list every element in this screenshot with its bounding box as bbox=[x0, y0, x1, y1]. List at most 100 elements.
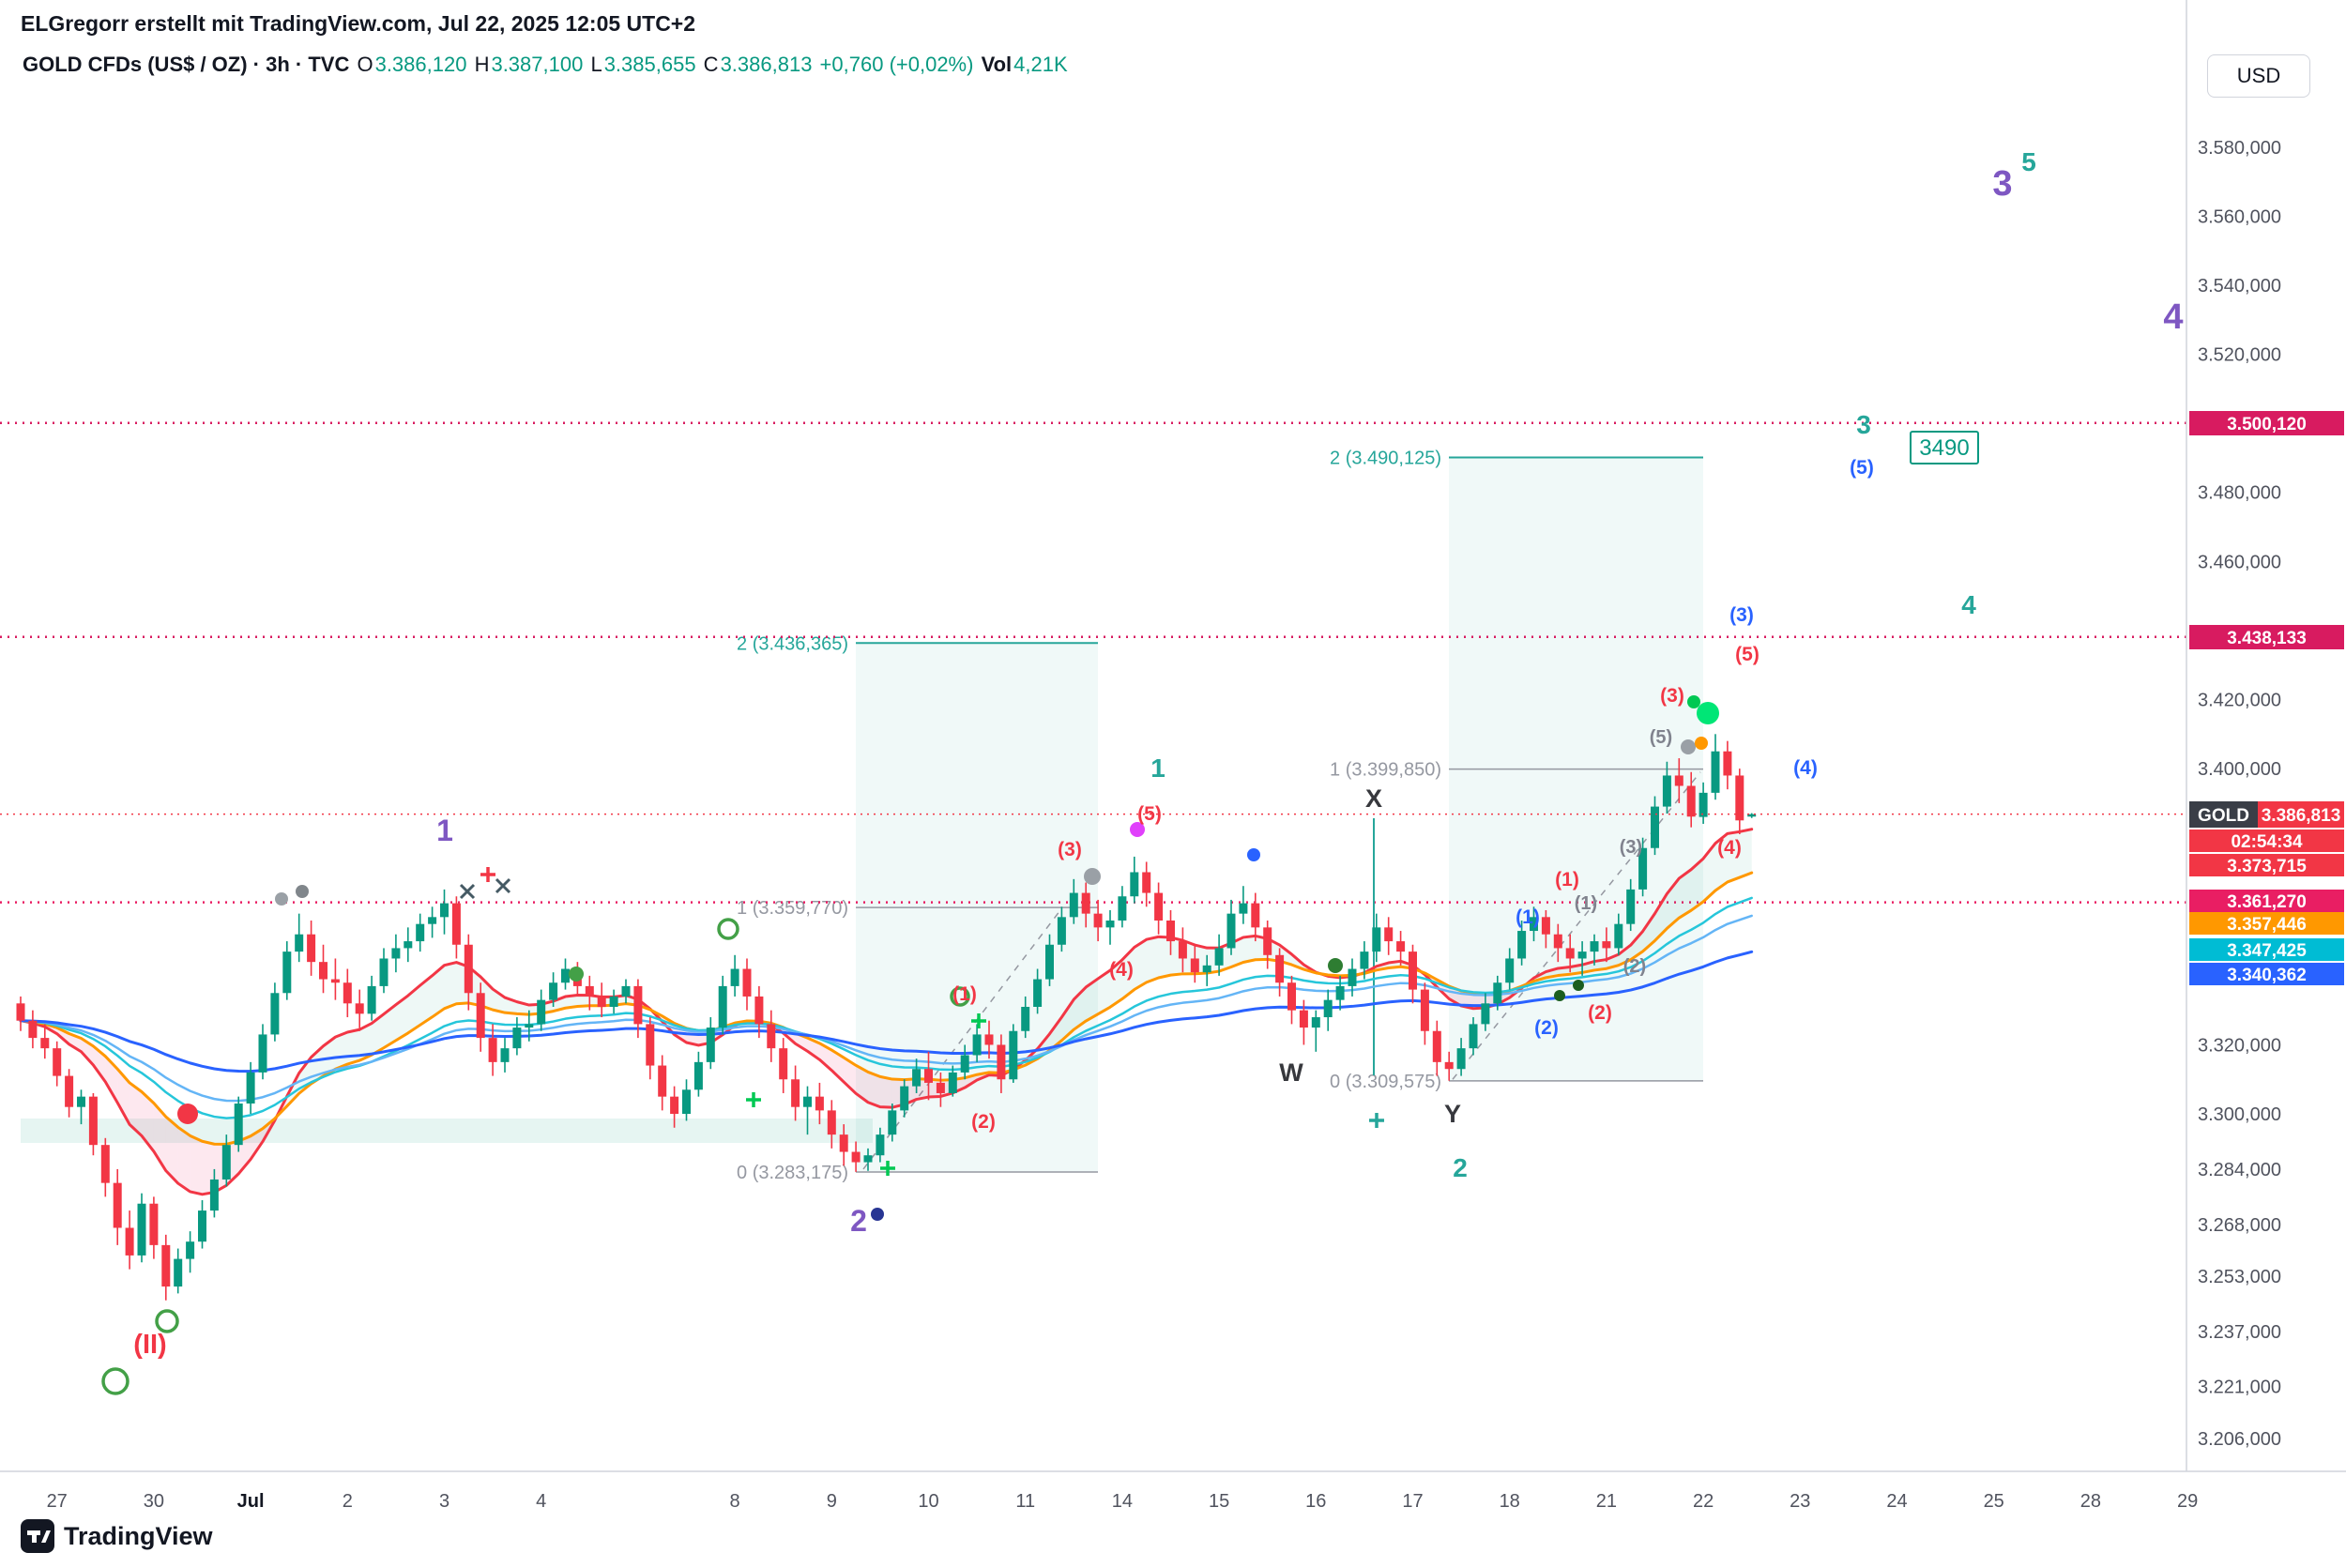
symbol-info-bar[interactable]: GOLD CFDs (US$ / OZ) · 3h · TVC O3.386,1… bbox=[23, 53, 1070, 77]
candle bbox=[1662, 775, 1671, 807]
candle bbox=[682, 1089, 691, 1115]
price-tag bbox=[2258, 801, 2344, 828]
candle bbox=[16, 1003, 25, 1021]
svg-text:3.300,000: 3.300,000 bbox=[2198, 1104, 2281, 1125]
candle bbox=[100, 1145, 110, 1183]
candle bbox=[1590, 941, 1599, 952]
candle bbox=[900, 1086, 909, 1111]
candle bbox=[1190, 958, 1199, 973]
candle bbox=[1239, 903, 1248, 914]
svg-text:X: X bbox=[1365, 784, 1382, 813]
svg-text:3.420,000: 3.420,000 bbox=[2198, 691, 2281, 711]
tradingview-watermark[interactable]: TradingView bbox=[21, 1519, 213, 1553]
svg-text:(5): (5) bbox=[1735, 644, 1760, 665]
svg-text:3.480,000: 3.480,000 bbox=[2198, 483, 2281, 504]
price-scale[interactable]: 3.580,000 3.560,000 3.540,000 3.520,000 3.48… bbox=[2198, 138, 2281, 1450]
support-zone-band bbox=[21, 1119, 873, 1143]
candle bbox=[488, 1038, 497, 1062]
candle bbox=[367, 985, 376, 1014]
svg-text:3.560,000: 3.560,000 bbox=[2198, 206, 2281, 227]
signal-dot-marker bbox=[1681, 739, 1696, 754]
candle bbox=[888, 1110, 897, 1135]
candle bbox=[815, 1096, 824, 1111]
svg-text:(3): (3) bbox=[1729, 604, 1754, 626]
candle bbox=[1686, 785, 1696, 817]
svg-text:21: 21 bbox=[1596, 1491, 1617, 1512]
price-tag bbox=[2189, 854, 2344, 876]
price-tag bbox=[2189, 625, 2344, 649]
candle bbox=[53, 1048, 62, 1076]
candle bbox=[779, 1048, 788, 1080]
wave-projection-tools[interactable]: 2 (3.436,365) 1 (3.359,770) 0 (3.283,175) 2… bbox=[737, 448, 1703, 1183]
svg-text:10: 10 bbox=[918, 1491, 938, 1512]
candle bbox=[1711, 751, 1720, 793]
price-tag bbox=[2189, 938, 2344, 961]
candles-layer[interactable] bbox=[16, 734, 1757, 1301]
candle bbox=[500, 1048, 510, 1062]
elliott-wave-labels[interactable]: (II) 1 2 3 4 1 2 3 4 5 W X Y (1) (2) (3) (4) (5) (1) (2) (3)… bbox=[133, 147, 2183, 1360]
signal-dot-marker bbox=[1554, 990, 1565, 1001]
candle bbox=[742, 968, 752, 997]
candle bbox=[149, 1203, 159, 1245]
svg-text:(II): (II) bbox=[133, 1330, 166, 1360]
currency-toggle-button[interactable]: USD bbox=[2207, 54, 2310, 98]
candle bbox=[1638, 847, 1648, 890]
svg-text:(2): (2) bbox=[1534, 1017, 1559, 1039]
candle bbox=[1456, 1048, 1466, 1070]
candle bbox=[234, 1104, 243, 1146]
signal-ring-marker bbox=[950, 986, 970, 1007]
svg-text:(5): (5) bbox=[1137, 803, 1162, 825]
candle bbox=[1735, 775, 1744, 821]
candle bbox=[718, 985, 727, 1028]
candle bbox=[246, 1072, 255, 1104]
symbol-info-segment: C bbox=[697, 53, 719, 76]
candle bbox=[1626, 889, 1636, 924]
candle bbox=[512, 1028, 522, 1049]
candle bbox=[609, 996, 618, 1007]
candle bbox=[984, 1034, 994, 1045]
signal-dot-marker bbox=[1573, 980, 1584, 991]
candle bbox=[258, 1034, 267, 1073]
candle bbox=[1287, 982, 1296, 1011]
svg-text:3.237,000: 3.237,000 bbox=[2198, 1322, 2281, 1343]
signal-dot-marker bbox=[871, 1208, 884, 1221]
svg-text:3.460,000: 3.460,000 bbox=[2198, 552, 2281, 572]
candle bbox=[1481, 1003, 1490, 1025]
candle bbox=[1699, 792, 1708, 817]
candle bbox=[379, 958, 388, 986]
price-target-callout[interactable]: 3490 bbox=[1910, 431, 1979, 464]
svg-text:1 (3.359,770): 1 (3.359,770) bbox=[737, 898, 848, 919]
svg-text:(1): (1) bbox=[1516, 906, 1540, 928]
svg-text:3.520,000: 3.520,000 bbox=[2198, 345, 2281, 366]
candle bbox=[767, 1024, 776, 1049]
svg-text:4: 4 bbox=[536, 1491, 546, 1512]
svg-text:9: 9 bbox=[827, 1491, 837, 1512]
candle bbox=[1348, 968, 1357, 986]
candle bbox=[125, 1227, 134, 1256]
candle bbox=[597, 996, 606, 1007]
svg-text:3.340,362: 3.340,362 bbox=[2227, 966, 2307, 985]
candle bbox=[343, 982, 352, 1004]
candle bbox=[646, 1024, 655, 1066]
signal-ring-marker bbox=[101, 1367, 129, 1395]
candle bbox=[1118, 896, 1127, 921]
candle bbox=[972, 1034, 982, 1056]
candle bbox=[40, 1038, 50, 1049]
svg-text:(3): (3) bbox=[1620, 837, 1642, 858]
svg-text:3.284,000: 3.284,000 bbox=[2198, 1160, 2281, 1180]
svg-text:(2): (2) bbox=[1623, 956, 1646, 977]
candle bbox=[428, 917, 437, 924]
symbol-info-segment: +0,760 (+0,02%) bbox=[814, 53, 974, 76]
candle bbox=[355, 1003, 364, 1014]
svg-text:1: 1 bbox=[436, 814, 453, 847]
candle bbox=[1166, 921, 1175, 942]
svg-text:28: 28 bbox=[2080, 1491, 2101, 1512]
tradingview-logo-icon bbox=[21, 1519, 54, 1553]
svg-text:Y: Y bbox=[1444, 1100, 1461, 1128]
candle bbox=[1384, 927, 1394, 942]
time-axis[interactable]: 27 30 Jul 2 3 4 8 9 10 11 14 15 16 17 18 21 22 23 24 25 28 29 bbox=[47, 1491, 2199, 1512]
ma-cyan bbox=[19, 896, 1753, 1119]
svg-text:(5): (5) bbox=[1650, 727, 1672, 748]
candle bbox=[282, 951, 292, 994]
